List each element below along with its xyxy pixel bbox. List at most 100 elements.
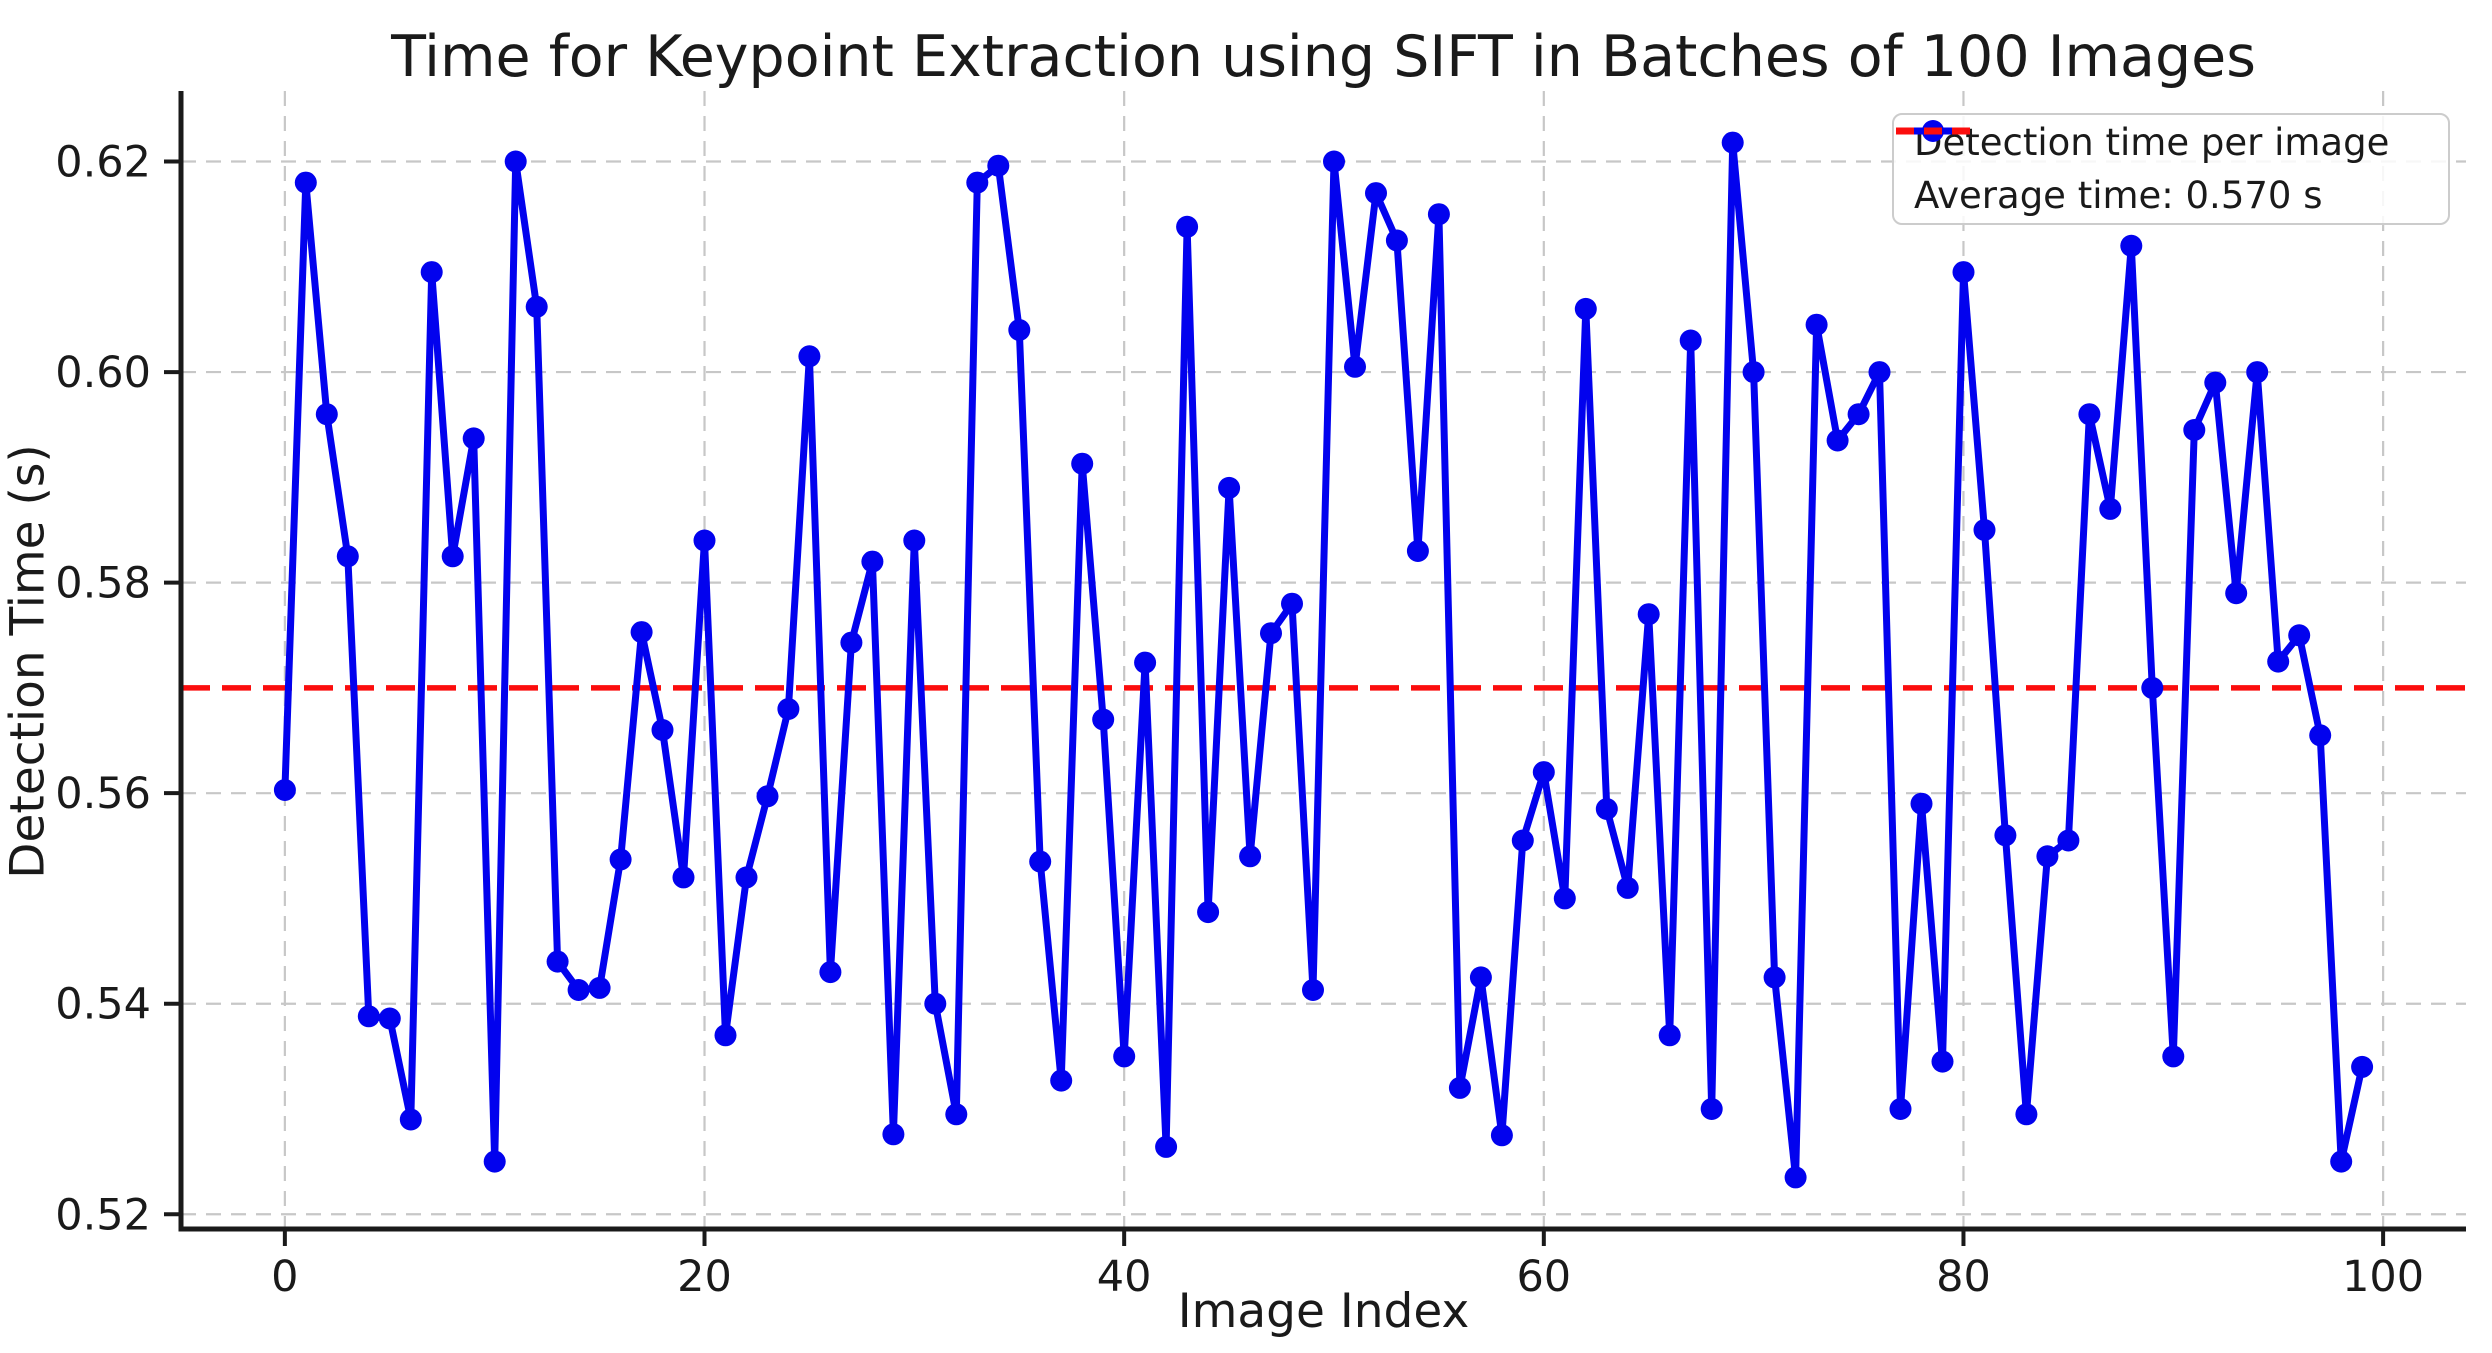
data-point — [2015, 1103, 2038, 1126]
data-point — [2183, 419, 2206, 441]
data-point — [1029, 850, 1052, 873]
data-point — [903, 529, 926, 552]
data-point — [2036, 845, 2059, 868]
data-point — [1511, 829, 1534, 852]
data-point — [2351, 1055, 2374, 1078]
data-point — [1595, 798, 1618, 820]
data-point — [1742, 361, 1765, 384]
x-tick-label: 80 — [1936, 1252, 1991, 1302]
data-point — [1155, 1135, 1178, 1158]
data-point — [294, 171, 317, 194]
data-point — [399, 1108, 422, 1131]
data-point — [2225, 582, 2248, 605]
data-point — [2288, 624, 2311, 647]
data-point — [2120, 234, 2143, 257]
y-axis-label: Detection Time (s) — [0, 444, 56, 879]
x-axis-label: Image Index — [1177, 1284, 1470, 1339]
data-point — [2330, 1150, 2353, 1173]
data-point — [588, 976, 611, 999]
y-tick-label: 0.60 — [55, 348, 151, 398]
data-point — [1092, 708, 1115, 731]
data-point — [2141, 676, 2164, 699]
data-point — [1490, 1124, 1513, 1147]
data-point — [273, 779, 296, 801]
data-point — [1973, 519, 1996, 541]
data-point — [1931, 1050, 1954, 1073]
data-point — [882, 1123, 905, 1146]
data-point — [1134, 651, 1157, 674]
data-point — [1616, 876, 1639, 899]
data-point — [1868, 361, 1891, 384]
data-point — [1637, 603, 1660, 626]
data-point — [672, 866, 695, 889]
data-point — [2057, 829, 2080, 852]
data-point — [1847, 403, 1870, 426]
y-tick-label: 0.52 — [55, 1190, 151, 1240]
data-point — [1448, 1076, 1471, 1099]
data-point — [357, 1005, 380, 1028]
data-point — [441, 545, 464, 568]
data-point — [945, 1103, 968, 1126]
data-point — [1805, 313, 1828, 336]
y-tick-label: 0.54 — [55, 980, 151, 1030]
data-point — [1176, 215, 1199, 238]
data-point — [420, 261, 443, 284]
data-point — [504, 150, 527, 173]
data-point — [735, 866, 758, 889]
data-point — [2162, 1045, 2185, 1068]
data-point — [2309, 724, 2332, 747]
data-point — [798, 345, 821, 368]
data-point — [1218, 476, 1241, 499]
data-point — [651, 719, 674, 741]
data-point — [1050, 1069, 1073, 1092]
data-point — [714, 1024, 737, 1047]
legend: Detection time per image Average time: 0… — [1892, 113, 2450, 225]
data-point — [1302, 979, 1324, 1001]
data-point — [2099, 497, 2122, 520]
legend-item-average-time: Average time: 0.570 s — [1896, 127, 2448, 217]
data-point — [819, 961, 842, 984]
data-point — [630, 621, 653, 644]
data-point — [378, 1007, 401, 1030]
data-point — [1532, 761, 1555, 784]
data-point — [1385, 229, 1408, 252]
data-point — [1763, 966, 1786, 989]
data-point — [1406, 540, 1429, 562]
y-tick-label: 0.56 — [55, 769, 151, 819]
chart-title: Time for Keypoint Extraction using SIFT … — [391, 24, 2256, 90]
data-point — [2267, 650, 2290, 673]
data-point — [1323, 150, 1345, 173]
data-point — [1784, 1166, 1807, 1189]
data-point — [525, 295, 548, 318]
data-point — [1910, 792, 1933, 815]
y-tick-label: 0.58 — [55, 559, 151, 609]
legend-item-detection-time: Detection time per image — [1896, 120, 2448, 164]
data-point — [861, 550, 884, 573]
data-point — [1889, 1098, 1912, 1120]
data-point — [1427, 203, 1450, 226]
x-tick-label: 60 — [1516, 1252, 1571, 1302]
data-point — [1239, 845, 1262, 868]
data-point — [462, 427, 485, 450]
data-point — [1721, 131, 1744, 154]
data-point — [1008, 319, 1031, 341]
data-point — [1658, 1024, 1681, 1047]
red-dashed-line-icon — [1896, 127, 1970, 135]
series-line — [281, 139, 2366, 1181]
data-point — [840, 631, 863, 654]
data-point — [2204, 371, 2227, 394]
data-point — [966, 171, 989, 194]
data-point — [483, 1150, 506, 1173]
data-point — [1197, 901, 1220, 924]
data-point — [1679, 329, 1702, 352]
data-point — [1344, 355, 1366, 378]
data-point — [315, 403, 338, 426]
data-point — [1469, 966, 1492, 989]
data-point — [987, 154, 1010, 177]
data-point — [1700, 1098, 1723, 1120]
data-point — [1071, 452, 1094, 475]
data-point — [336, 545, 359, 568]
legend-label: Average time: 0.570 s — [1914, 174, 2323, 217]
